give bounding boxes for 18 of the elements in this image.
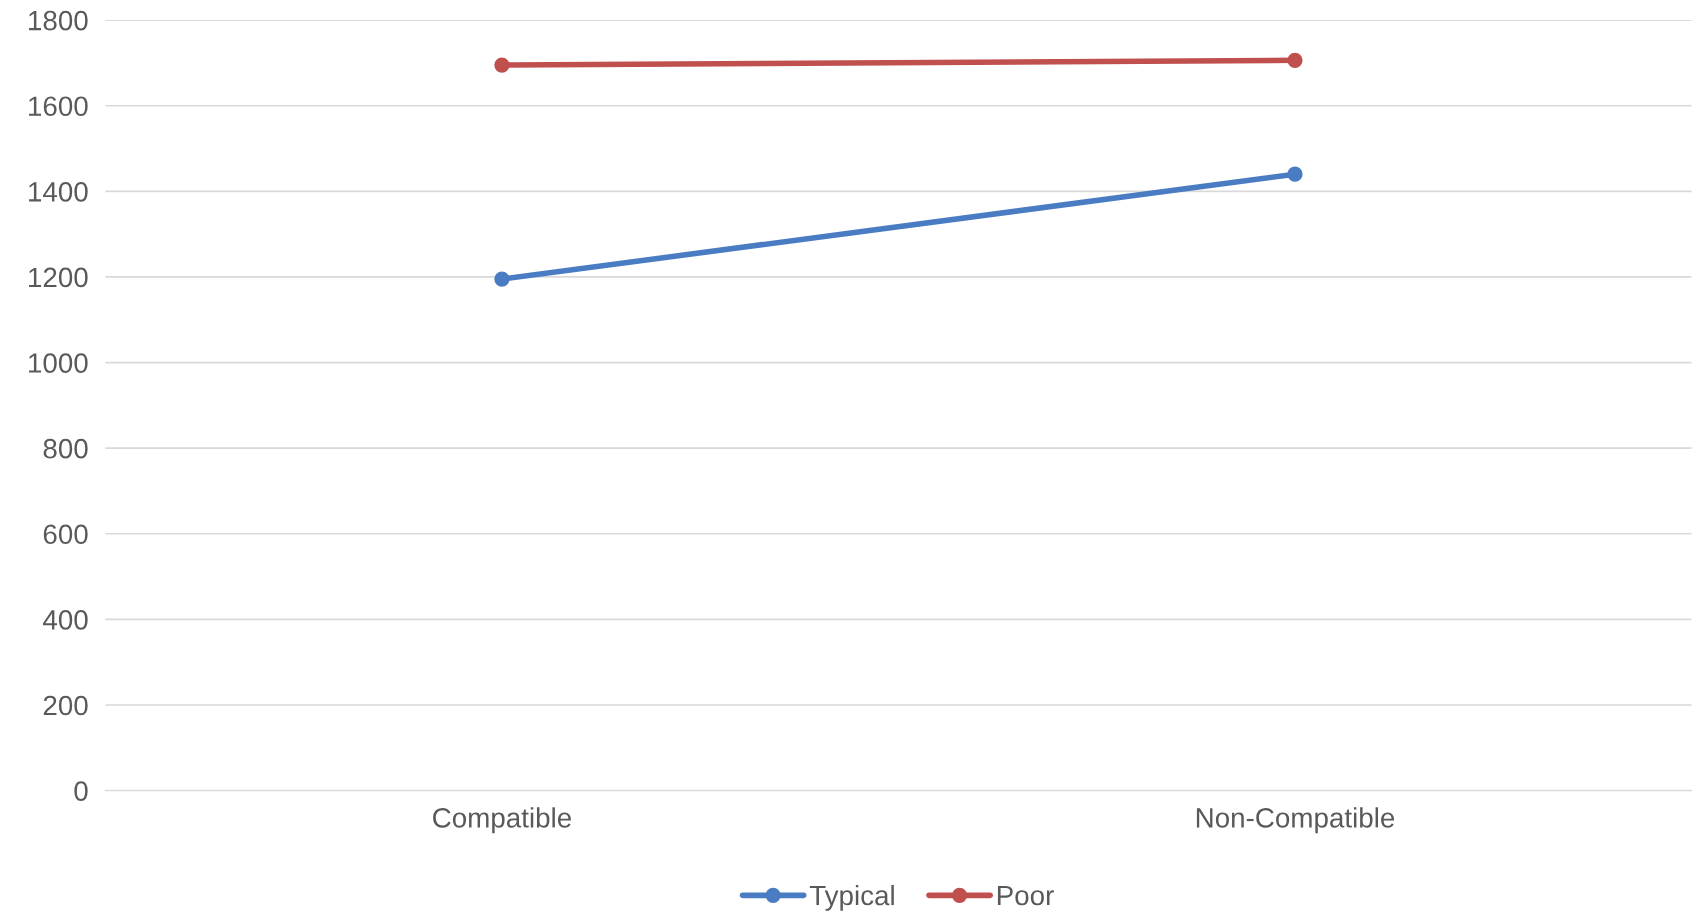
- y-tick-label: 200: [43, 695, 88, 716]
- y-tick-label: 400: [43, 610, 88, 630]
- point: [494, 57, 510, 73]
- point: [1287, 52, 1303, 68]
- y-tick-label: 1800: [29, 10, 88, 31]
- point: [494, 271, 510, 287]
- y-tick-label: 1600: [29, 96, 88, 117]
- y-tick-label: 1400: [29, 182, 88, 202]
- y-tick-label: 0: [74, 781, 88, 801]
- point: [1287, 166, 1303, 182]
- legend-label: Poor: [997, 885, 1054, 906]
- legend-label: Typical: [809, 884, 894, 911]
- x-tick-label: Compatible: [433, 807, 571, 834]
- y-tick-label: 600: [43, 524, 88, 545]
- y-tick-label: 800: [43, 438, 88, 459]
- y-tick-label: 1000: [29, 353, 88, 373]
- y-tick-label: 1200: [29, 267, 88, 288]
- x-tick-label: Non-Compatible: [1196, 807, 1395, 834]
